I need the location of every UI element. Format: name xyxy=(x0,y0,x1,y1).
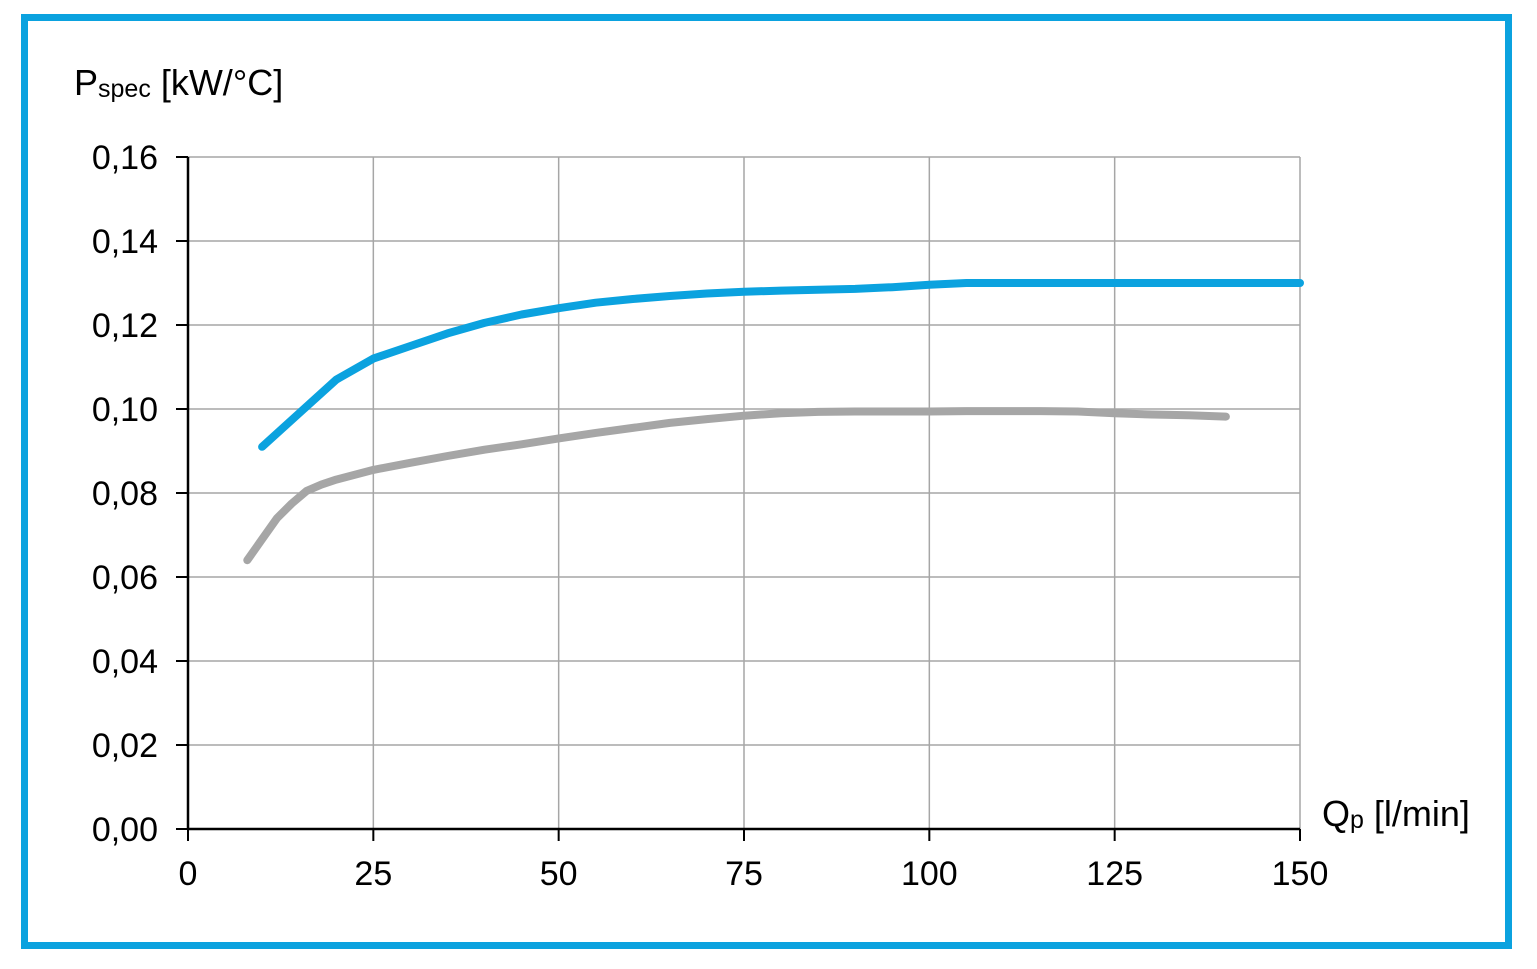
y-axis-title-sub: spec xyxy=(98,75,151,103)
y-tick-label: 0,06 xyxy=(92,559,158,597)
y-tick-label: 0,08 xyxy=(92,475,158,513)
x-axis-title-main: Q xyxy=(1322,793,1350,834)
x-axis-title-sub: p xyxy=(1350,806,1364,834)
chart-frame xyxy=(21,14,1512,949)
y-tick-label: 0,10 xyxy=(92,391,158,429)
x-axis-title: Qp [l/min] xyxy=(1322,793,1470,834)
y-tick-label: 0,14 xyxy=(92,223,158,261)
axes xyxy=(176,156,1301,841)
x-tick-label: 150 xyxy=(1272,855,1329,893)
y-axis-title-unit: [kW/°C] xyxy=(151,62,283,103)
tick-labels: 0,00 0,02 0,04 0,06 0,08 0,10 0,12 0,14 0,16 0 25 5… xyxy=(92,139,1329,893)
y-axis-title: Pspec [kW/°C] xyxy=(74,62,283,103)
y-tick-label: 0,16 xyxy=(92,139,158,177)
x-tick-label: 125 xyxy=(1086,855,1143,893)
x-tick-label: 50 xyxy=(540,855,578,893)
series-line-2 xyxy=(243,407,1230,565)
x-tick-label: 75 xyxy=(725,855,763,893)
series-line-1 xyxy=(258,279,1304,451)
x-axis-title-unit: [l/min] xyxy=(1364,793,1470,834)
y-axis-title-main: P xyxy=(74,62,98,103)
y-tick-label: 0,00 xyxy=(92,811,158,849)
x-tick-label: 25 xyxy=(354,855,392,893)
x-tick-label: 0 xyxy=(179,855,198,893)
y-tick-label: 0,04 xyxy=(92,643,158,681)
x-tick-label: 100 xyxy=(901,855,958,893)
y-tick-label: 0,12 xyxy=(92,307,158,345)
grid-lines xyxy=(188,156,1301,829)
y-tick-label: 0,02 xyxy=(92,727,158,765)
series-lines xyxy=(243,279,1304,565)
